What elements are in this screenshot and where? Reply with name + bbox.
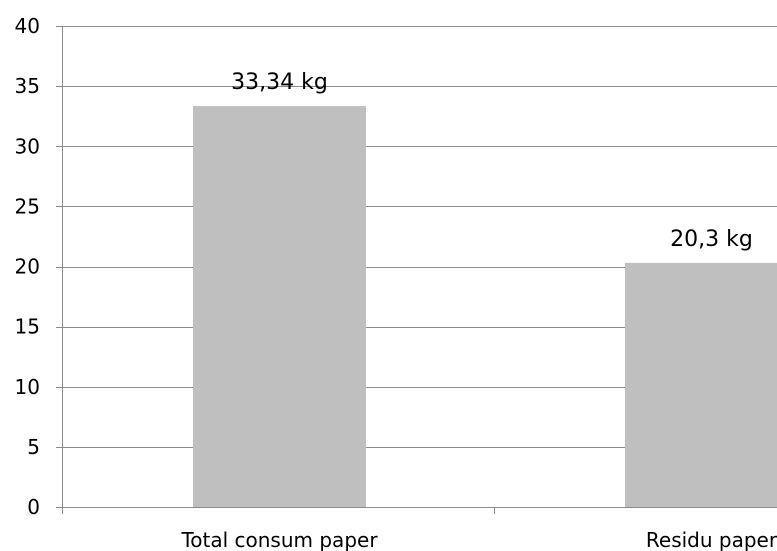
x-category-label: Residu paper [646, 528, 777, 551]
y-tick-label: 0 [27, 495, 40, 519]
x-category-labels: Total consum paper Residu paper [180, 528, 777, 551]
data-label: 20,3 kg [670, 227, 753, 252]
y-tick-label: 20 [15, 255, 40, 279]
y-tick-label: 40 [15, 14, 40, 38]
y-tick-label: 25 [15, 194, 40, 218]
y-tick-label: 30 [15, 134, 40, 158]
data-labels: 33,34 kg 20,3 kg [231, 70, 753, 252]
y-tick-label: 5 [27, 435, 40, 459]
y-tick-labels: 0 5 10 15 20 25 30 35 40 [15, 14, 40, 519]
axes [56, 26, 777, 514]
y-tick-label: 10 [15, 375, 40, 399]
data-label: 33,34 kg [231, 70, 328, 95]
y-tick-label: 35 [15, 74, 40, 98]
gridlines [62, 26, 777, 448]
bar-1 [193, 106, 366, 508]
x-category-label: Total consum paper [180, 528, 378, 551]
y-tick-label: 15 [15, 315, 40, 339]
bar-2 [625, 262, 777, 507]
bars [193, 106, 777, 508]
